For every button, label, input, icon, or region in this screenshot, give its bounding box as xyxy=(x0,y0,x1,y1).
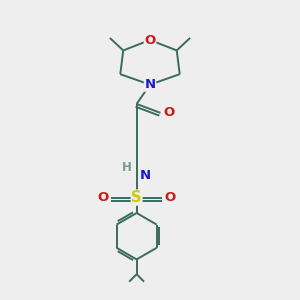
Text: O: O xyxy=(98,191,109,204)
Text: N: N xyxy=(140,169,151,182)
Text: S: S xyxy=(131,190,142,205)
Text: H: H xyxy=(122,161,132,174)
Text: N: N xyxy=(144,78,156,91)
Text: O: O xyxy=(165,191,176,204)
Text: O: O xyxy=(144,34,156,46)
Text: O: O xyxy=(163,106,174,119)
